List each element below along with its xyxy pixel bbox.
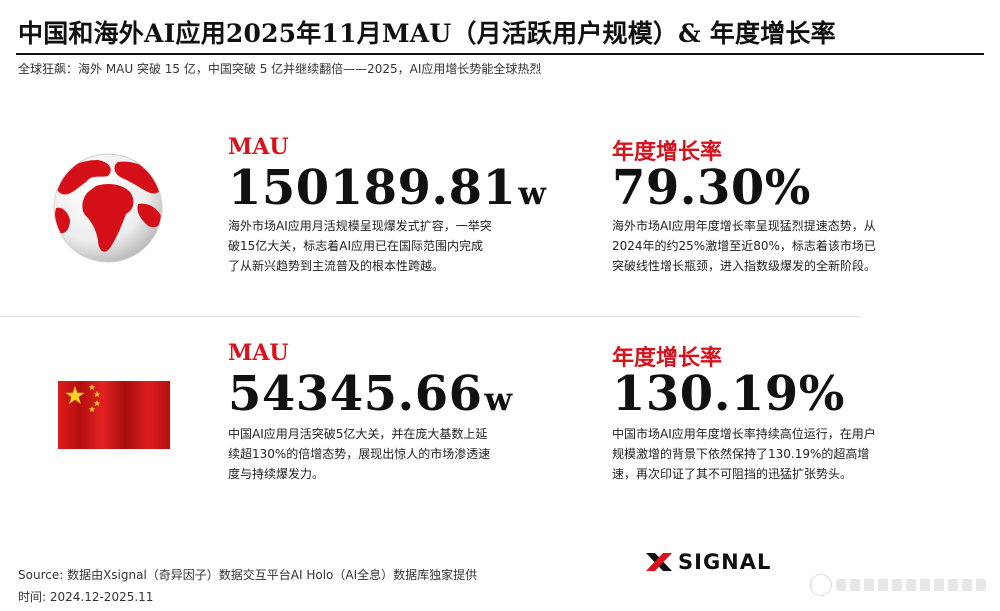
watermark [810, 574, 986, 596]
section-divider [0, 316, 860, 317]
page-subtitle: 全球狂飙：海外 MAU 突破 15 亿，中国突破 5 亿并继续翻倍——2025，… [18, 62, 542, 76]
watermark-avatar-icon [810, 574, 832, 596]
xsignal-logo: SIGNAL [644, 550, 771, 574]
overseas-mau-value: 150189.81w [228, 160, 547, 216]
source-note: Source: 数据由Xsignal（奇异因子）数据交互平台AI Holo（AI… [18, 568, 478, 582]
china-mau-label: MAU [228, 340, 289, 366]
globe-icon [53, 153, 163, 263]
overseas-mau-unit: w [518, 174, 547, 212]
overseas-growth-desc: 海外市场AI应用年度增长率呈现猛烈提速态势，从2024年的约25%激增至近80%… [612, 219, 877, 273]
china-growth-value: 130.19% [612, 366, 845, 422]
china-growth-desc: 中国市场AI应用年度增长率持续高位运行，在用户规模激增的背景下依然保持了130.… [612, 427, 876, 481]
overseas-growth-value: 79.30% [612, 160, 811, 216]
china-mau-unit: w [484, 380, 513, 418]
page-title: 中国和海外AI应用2025年11月MAU（月活跃用户规模）& 年度增长率 [18, 19, 836, 48]
china-flag-icon [58, 381, 170, 449]
xsignal-x-mark-icon [646, 553, 672, 571]
overseas-mau-desc: 海外市场AI应用月活规模呈现爆发式扩容，一举突破15亿大关，标志着AI应用已在国… [228, 219, 492, 273]
china-mau-desc: 中国AI应用月活突破5亿大关，并在庞大基数上延续超130%的倍增态势，展现出惊人… [228, 427, 491, 481]
title-rule [16, 53, 984, 55]
china-growth-label: 年度增长率 [612, 345, 723, 371]
time-range-note: 时间: 2024.12-2025.11 [18, 590, 154, 604]
xsignal-logo-text: SIGNAL [678, 550, 772, 574]
watermark-text-mark [836, 579, 986, 591]
china-mau-value: 54345.66w [228, 366, 513, 422]
overseas-growth-label: 年度增长率 [612, 139, 723, 165]
overseas-mau-label: MAU [228, 134, 289, 160]
